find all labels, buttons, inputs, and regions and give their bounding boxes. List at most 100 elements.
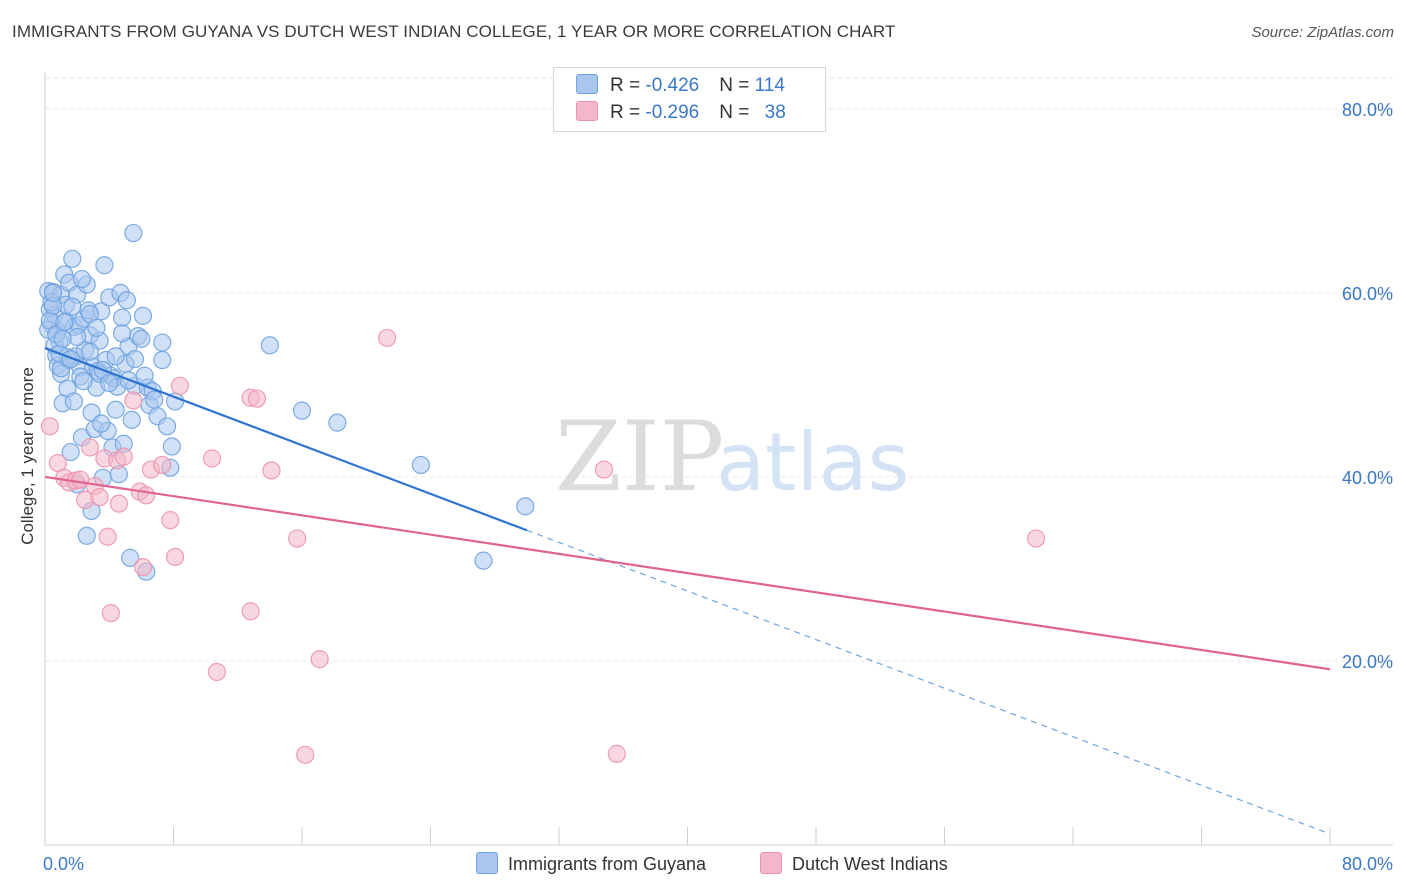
legend-row-dutch: R = -0.296 N = 38 bbox=[576, 101, 786, 127]
dutch-point bbox=[80, 438, 100, 457]
guyana-point bbox=[117, 291, 137, 310]
dutch-point bbox=[161, 511, 180, 530]
dutch-point bbox=[1026, 529, 1046, 548]
guyana-point bbox=[55, 313, 74, 332]
chart-source: Source: ZipAtlas.com bbox=[1251, 24, 1394, 41]
guyana-point bbox=[474, 551, 493, 570]
bottom-legend-swatch-guyana bbox=[476, 852, 498, 874]
guyana-point bbox=[132, 329, 151, 348]
dutch-point bbox=[137, 486, 156, 505]
guyana-point bbox=[121, 548, 140, 567]
dutch-point bbox=[124, 391, 143, 410]
guyana-point bbox=[95, 256, 114, 275]
watermark-atlas: atlas bbox=[716, 416, 909, 509]
y-tick-label: 20.0% bbox=[1342, 652, 1393, 672]
y-tick-label: 60.0% bbox=[1342, 284, 1393, 304]
guyana-point bbox=[411, 455, 430, 475]
dutch-point bbox=[594, 460, 614, 479]
dutch-point bbox=[166, 547, 185, 567]
dutch-point bbox=[207, 662, 226, 682]
dutch-point bbox=[296, 745, 315, 764]
legend-swatch-dutch bbox=[576, 101, 598, 121]
guyana-point bbox=[157, 417, 177, 436]
dutch-point bbox=[109, 494, 128, 513]
guyana-point bbox=[74, 372, 93, 391]
trend-lines bbox=[44, 347, 1331, 835]
guyana-point bbox=[63, 297, 82, 316]
dutch-trend-line bbox=[44, 475, 1331, 671]
guyana-trend-extension bbox=[526, 529, 1331, 835]
dutch-point bbox=[247, 389, 267, 408]
gridlines bbox=[45, 77, 1393, 662]
guyana-point bbox=[100, 373, 119, 393]
watermark-zip: ZIP bbox=[555, 401, 724, 513]
guyana-point bbox=[124, 223, 143, 243]
axes bbox=[44, 72, 1393, 846]
guyana-point bbox=[63, 249, 82, 268]
guyana-point bbox=[145, 390, 164, 409]
dutch-point bbox=[378, 328, 397, 348]
dutch-point bbox=[288, 529, 307, 548]
tick-labels: 20.0% 40.0% 60.0% 80.0% 0.0% 80.0% bbox=[43, 100, 1393, 874]
guyana-point bbox=[87, 318, 106, 337]
guyana-point bbox=[162, 437, 181, 456]
guyana-point bbox=[153, 333, 172, 352]
data-points bbox=[39, 223, 1046, 764]
legend-n-label: N = bbox=[719, 102, 755, 123]
legend-n-label: N = bbox=[719, 75, 755, 96]
guyana-point bbox=[64, 392, 84, 411]
guyana-point bbox=[112, 308, 132, 327]
guyana-point bbox=[53, 329, 72, 348]
dutch-point bbox=[241, 602, 260, 621]
guyana-trend-line bbox=[44, 347, 528, 532]
guyana-point bbox=[43, 283, 63, 302]
guyana-point bbox=[292, 401, 312, 420]
x-tick-label: 80.0% bbox=[1342, 854, 1393, 874]
guyana-point bbox=[106, 400, 125, 419]
guyana-point bbox=[153, 350, 172, 370]
guyana-point bbox=[122, 410, 141, 429]
dutch-point bbox=[170, 376, 190, 395]
guyana-point bbox=[135, 366, 154, 385]
dutch-point bbox=[153, 455, 172, 475]
guyana-point bbox=[328, 413, 347, 432]
legend-swatch-guyana bbox=[576, 74, 598, 94]
x-tick-label: 0.0% bbox=[43, 854, 84, 874]
guyana-point bbox=[80, 342, 100, 361]
legend-row-guyana: R = -0.426 N = 114 bbox=[576, 74, 785, 100]
dutch-point bbox=[114, 447, 133, 466]
guyana-point bbox=[106, 347, 125, 366]
guyana-point bbox=[133, 306, 153, 325]
correlation-legend: R = -0.426 N = 114 R = -0.296 N = 38 bbox=[553, 67, 826, 132]
guyana-point bbox=[61, 350, 80, 369]
bottom-legend-swatch-dutch bbox=[760, 852, 782, 874]
guyana-point bbox=[92, 414, 111, 433]
guyana-point bbox=[516, 497, 535, 516]
guyana-point bbox=[77, 526, 96, 545]
bottom-legend-label-dutch: Dutch West Indians bbox=[792, 854, 948, 874]
legend-r-value: -0.426 bbox=[645, 75, 700, 96]
dutch-point bbox=[262, 461, 281, 480]
dutch-point bbox=[90, 488, 109, 507]
dutch-point bbox=[310, 650, 329, 669]
guyana-point bbox=[72, 269, 92, 289]
bottom-legend-label-guyana: Immigrants from Guyana bbox=[508, 854, 707, 874]
watermark: ZIP atlas bbox=[555, 401, 909, 513]
y-tick-label: 40.0% bbox=[1342, 468, 1393, 488]
dutch-point bbox=[40, 417, 59, 436]
legend-n-value: 114 bbox=[754, 75, 785, 96]
legend-r-label: R = bbox=[610, 75, 646, 96]
guyana-point bbox=[125, 350, 145, 369]
y-tick-label: 80.0% bbox=[1342, 100, 1393, 120]
guyana-point bbox=[61, 442, 80, 462]
chart-title: IMMIGRANTS FROM GUYANA VS DUTCH WEST IND… bbox=[12, 22, 896, 41]
dutch-point bbox=[607, 744, 626, 763]
legend-n-value: 38 bbox=[764, 102, 786, 123]
guyana-point bbox=[260, 336, 279, 355]
legend-r-value: -0.296 bbox=[645, 102, 700, 123]
guyana-point bbox=[112, 324, 132, 343]
dutch-point bbox=[98, 527, 117, 546]
dutch-point bbox=[202, 449, 222, 468]
dutch-point bbox=[133, 557, 153, 577]
